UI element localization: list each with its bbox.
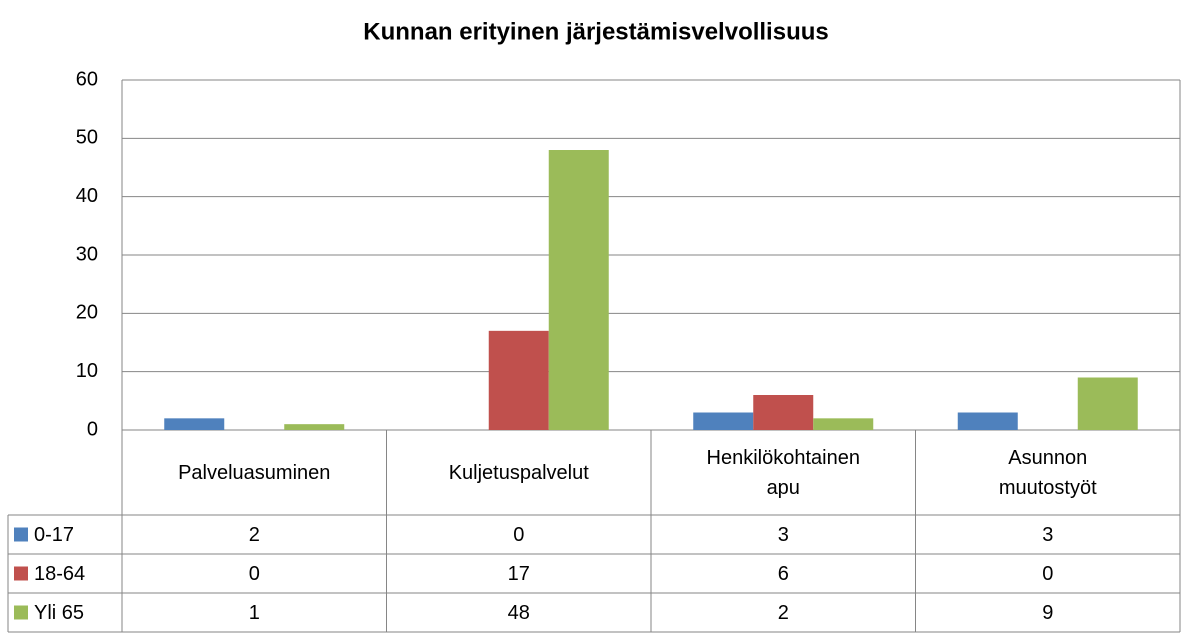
- bar: [957, 412, 1018, 430]
- legend-key: [14, 527, 28, 542]
- x-tick-label: Henkilökohtainen apu: [706, 446, 860, 499]
- chart-title: Kunnan erityinen järjestämisvelvollisuus: [363, 18, 829, 45]
- bar: [693, 412, 754, 430]
- bar: [1077, 377, 1138, 430]
- category-label-box: Henkilökohtainen apu: [651, 430, 916, 515]
- bar: [284, 424, 345, 430]
- legend-label: Yli 65: [34, 602, 84, 624]
- table-value: 1: [249, 602, 260, 624]
- bar: [548, 150, 609, 430]
- legend-label: 0-17: [34, 524, 74, 546]
- table-value: 3: [778, 524, 789, 546]
- table-value: 6: [778, 563, 789, 585]
- table-value: 0: [249, 563, 260, 585]
- x-tick-label: Palveluasuminen: [178, 461, 331, 484]
- y-tick-label: 30: [76, 243, 98, 265]
- table-value: 48: [508, 602, 530, 624]
- category-cell: Henkilökohtainen apu: [651, 430, 916, 515]
- category-cell: Asunnon muutostyöt: [916, 430, 1181, 515]
- category-label-box: Kuljetuspalvelut: [387, 430, 652, 515]
- table-value: 2: [249, 524, 260, 546]
- x-tick-label: Kuljetuspalvelut: [448, 461, 589, 484]
- legend-key: [14, 566, 28, 581]
- bar: [488, 330, 549, 430]
- bar: [753, 395, 814, 430]
- bar: [813, 418, 874, 430]
- y-tick-label: 50: [76, 127, 98, 149]
- category-label-box: Palveluasuminen: [122, 430, 387, 515]
- y-tick-label: 40: [76, 185, 98, 207]
- y-tick-label: 0: [87, 418, 98, 440]
- x-tick-label: Asunnon muutostyöt: [998, 446, 1097, 499]
- category-cell: Palveluasuminen: [122, 430, 387, 515]
- y-tick-label: 60: [76, 68, 98, 90]
- table-value: 17: [508, 563, 530, 585]
- legend-key: [14, 605, 28, 620]
- y-tick-label: 20: [76, 302, 98, 324]
- table-value: 0: [513, 524, 524, 546]
- bar: [164, 418, 225, 430]
- y-tick-label: 10: [76, 360, 98, 382]
- table-value: 2: [778, 602, 789, 624]
- table-value: 3: [1042, 524, 1053, 546]
- table-value: 0: [1042, 563, 1053, 585]
- category-cell: Kuljetuspalvelut: [387, 430, 652, 515]
- category-label-box: Asunnon muutostyöt: [916, 430, 1181, 515]
- table-value: 9: [1042, 602, 1053, 624]
- legend-label: 18-64: [34, 563, 85, 585]
